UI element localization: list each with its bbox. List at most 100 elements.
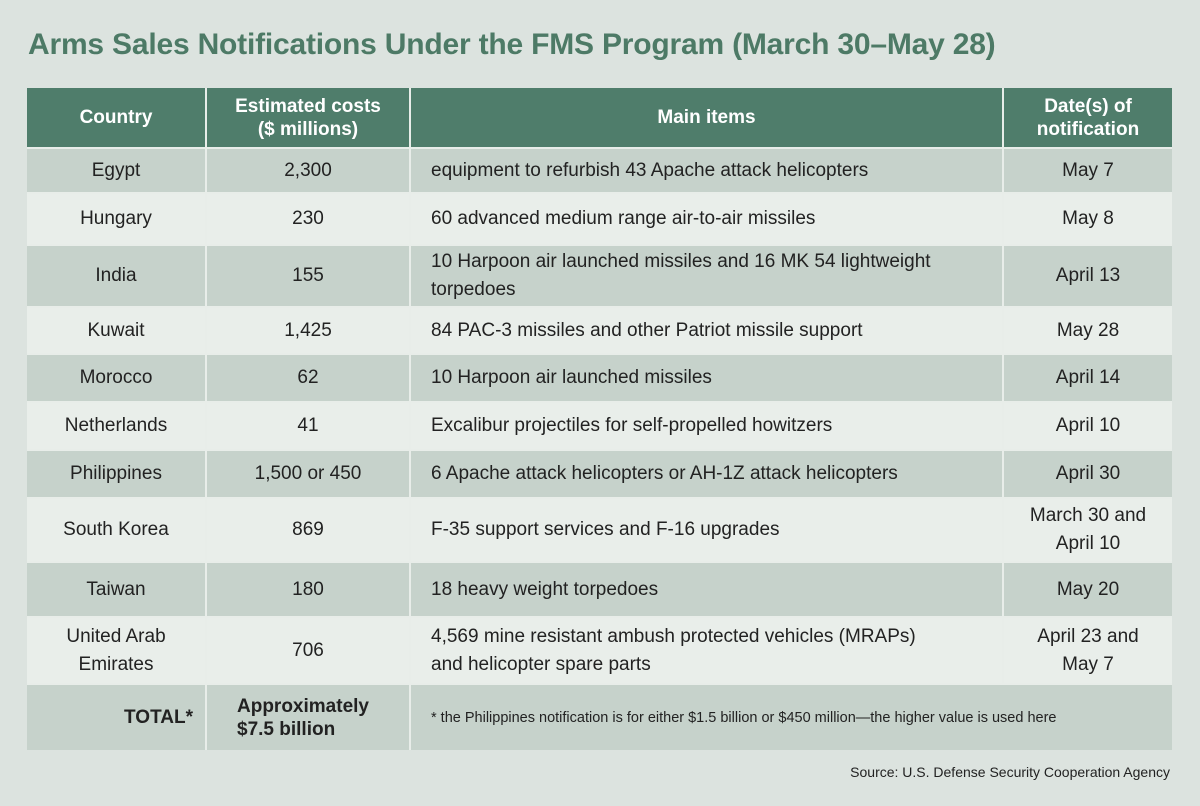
cell-notification-date: March 30 and April 10 (1002, 497, 1172, 562)
cell-estimated-cost: 230 (205, 192, 410, 245)
cell-country: South Korea (27, 497, 206, 562)
cell-notification-date: May 28 (1002, 306, 1172, 354)
cell-main-items-line: equipment to refurbish 43 Apache attack … (431, 159, 869, 181)
cell-main-items-line: 18 heavy weight torpedoes (431, 578, 659, 600)
table-row: United Arab Emirates 706 4,569 mine resista… (27, 616, 1172, 684)
cell-notification-date-line: March 30 and (1029, 505, 1147, 526)
cell-notification-date-line: April 13 (1055, 265, 1121, 286)
cell-estimated-cost: 62 (205, 353, 410, 402)
cell-main-items: 10 Harpoon air launched missiles and 16 … (409, 244, 1003, 307)
cell-main-items-line: F-35 support services and F-16 upgrades (431, 519, 780, 540)
page-title: Arms Sales Notifications Under the FMS P… (28, 28, 996, 61)
table-row: Morocco 62 10 Harpoon air launched missile… (27, 353, 1172, 402)
cell-country: Netherlands (27, 401, 206, 450)
source-note: Source: U.S. Defense Security Cooperatio… (850, 764, 1170, 780)
cell-main-items: equipment to refurbish 43 Apache attack … (409, 147, 1003, 193)
total-row: TOTAL* Approximately $7.5 billion * the … (27, 683, 1172, 750)
cell-main-items-line: and helicopter spare parts (431, 653, 651, 675)
cell-estimated-cost: 155 (205, 244, 410, 307)
table-row: India 155 10 Harpoon air launched missiles… (27, 244, 1172, 307)
cell-country: Egypt (27, 147, 206, 193)
cell-main-items: 84 PAC-3 missiles and other Patriot miss… (409, 306, 1003, 354)
cell-main-items: 18 heavy weight torpedoes (409, 561, 1003, 617)
cell-notification-date-line: April 30 (1055, 463, 1121, 484)
table-row: Taiwan 180 18 heavy weight torpedoes May 20 (27, 561, 1172, 617)
cell-main-items-line: 10 Harpoon air launched missiles and 16 … (431, 251, 931, 272)
cell-notification-date-line: May 28 (1056, 319, 1120, 341)
cell-estimated-cost: 1,500 or 450 (205, 449, 410, 498)
cell-main-items-line: torpedoes (431, 279, 516, 300)
cell-notification-date-line: April 10 (1055, 533, 1121, 554)
cell-estimated-cost: 869 (205, 497, 410, 562)
table-body: Egypt 2,300 equipment to refurbish 43 Apac… (27, 147, 1172, 684)
cell-country: Morocco (27, 353, 206, 402)
cell-notification-date: April 10 (1002, 401, 1172, 450)
table-row: Netherlands 41 Excalibur projectiles for s… (27, 401, 1172, 450)
cell-notification-date-line: May 8 (1062, 208, 1114, 229)
total-footnote: * the Philippines notification is for ei… (409, 683, 1172, 750)
cell-main-items: F-35 support services and F-16 upgrades (409, 497, 1003, 562)
cell-notification-date-line: April 10 (1055, 415, 1121, 436)
cell-main-items-line: 6 Apache attack helicopters or AH-1Z att… (431, 463, 898, 484)
cell-notification-date-line: May 7 (1062, 159, 1114, 181)
header-country: Country (27, 88, 206, 148)
arms-sales-table: Country Estimated costs ($ millions) Mai… (27, 88, 1172, 750)
cell-estimated-cost: 1,425 (205, 306, 410, 354)
cell-main-items-line: 10 Harpoon air launched missiles (431, 367, 712, 388)
cell-country: Philippines (27, 449, 206, 498)
cell-notification-date-line: April 23 and (1037, 625, 1139, 647)
cell-country-line: Philippines (70, 463, 162, 484)
cell-country: India (27, 244, 206, 307)
cell-estimated-cost: 41 (205, 401, 410, 450)
table-row: Philippines 1,500 or 450 6 Apache attack h… (27, 449, 1172, 498)
header-costs-line1: Estimated costs (235, 95, 381, 117)
cell-estimated-cost: 706 (205, 616, 410, 684)
table-row: Kuwait 1,425 84 PAC-3 missiles and other P… (27, 306, 1172, 354)
total-value-line1: Approximately (237, 695, 369, 717)
header-date-line2: notification (1036, 118, 1140, 140)
cell-notification-date: May 20 (1002, 561, 1172, 617)
header-main-items: Main items (409, 88, 1003, 148)
cell-notification-date: April 13 (1002, 244, 1172, 307)
header-dates: Date(s) of notification (1002, 88, 1172, 148)
cell-country: Kuwait (27, 306, 206, 354)
total-value-line2: $7.5 billion (237, 718, 336, 740)
cell-notification-date: April 23 and May 7 (1002, 616, 1172, 684)
cell-country: United Arab Emirates (27, 616, 206, 684)
cell-main-items: 4,569 mine resistant ambush protected ve… (409, 616, 1003, 684)
cell-country-line: Morocco (79, 367, 153, 388)
header-date-line1: Date(s) of (1044, 95, 1132, 117)
cell-country-line: Netherlands (64, 415, 168, 436)
cell-country: Hungary (27, 192, 206, 245)
cell-country-line: United Arab (66, 625, 166, 647)
cell-main-items-line: Excalibur projectiles for self-propelled… (431, 415, 833, 436)
cell-country-line: South Korea (63, 519, 169, 540)
cell-main-items-line: 4,569 mine resistant ambush protected ve… (431, 625, 916, 647)
cell-country-line: Kuwait (87, 319, 145, 341)
cell-main-items-line: 84 PAC-3 missiles and other Patriot miss… (431, 319, 863, 341)
cell-notification-date: May 7 (1002, 147, 1172, 193)
cell-main-items: Excalibur projectiles for self-propelled… (409, 401, 1003, 450)
table-row: South Korea 869 F-35 support services and … (27, 497, 1172, 562)
cell-country-line: Emirates (78, 653, 154, 675)
table-row: Egypt 2,300 equipment to refurbish 43 Apac… (27, 147, 1172, 193)
cell-main-items: 6 Apache attack helicopters or AH-1Z att… (409, 449, 1003, 498)
cell-country-line: India (95, 265, 137, 286)
cell-main-items-line: 60 advanced medium range air-to-air miss… (431, 208, 816, 229)
cell-country-line: Egypt (91, 159, 141, 181)
cell-country-line: Taiwan (86, 578, 146, 600)
cell-notification-date: May 8 (1002, 192, 1172, 245)
cell-notification-date-line: April 14 (1055, 367, 1121, 388)
cell-notification-date-line: May 7 (1062, 653, 1114, 675)
table-header-row: Country Estimated costs ($ millions) Mai… (27, 88, 1172, 148)
cell-main-items: 60 advanced medium range air-to-air miss… (409, 192, 1003, 245)
table-row: Hungary 230 60 advanced medium range air-t… (27, 192, 1172, 245)
cell-estimated-cost: 2,300 (205, 147, 410, 193)
total-label: TOTAL* (27, 683, 206, 750)
header-costs-line2: ($ millions) (257, 118, 359, 140)
cell-notification-date-line: May 20 (1056, 578, 1120, 600)
cell-main-items: 10 Harpoon air launched missiles (409, 353, 1003, 402)
header-estimated-costs: Estimated costs ($ millions) (205, 88, 410, 148)
total-value: Approximately $7.5 billion (205, 683, 410, 750)
